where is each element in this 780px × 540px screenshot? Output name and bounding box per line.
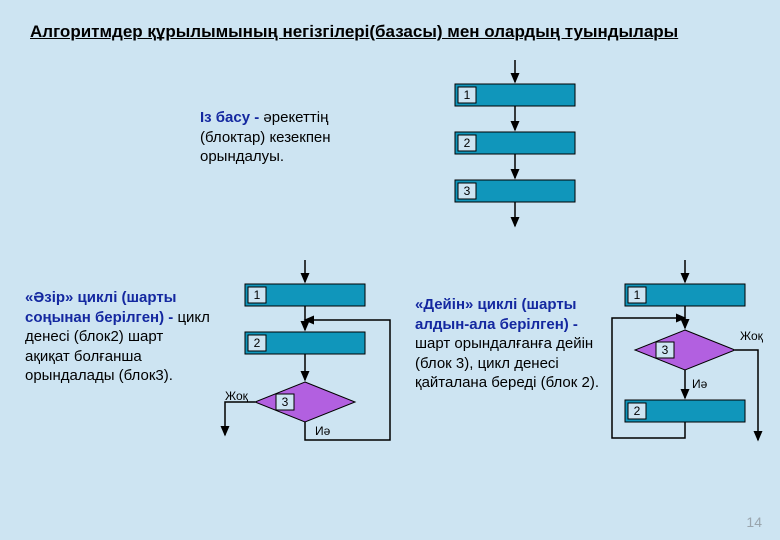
until-diamond: [635, 330, 735, 370]
seq-block-num: 1: [464, 88, 471, 102]
while-diamond-num: 3: [282, 395, 289, 409]
until-block-num: 1: [634, 288, 641, 302]
while-diagram: 1 2 3 Жоқ Иә: [225, 260, 390, 440]
while-block-num: 2: [254, 336, 261, 350]
flowchart-canvas: 1 2 3 1 2 3 Жоқ: [0, 0, 780, 540]
while-yes-label: Иә: [315, 424, 331, 438]
seq-block-num: 3: [464, 184, 471, 198]
until-yes-label: Иә: [692, 377, 708, 391]
sequence-diagram: 1 2 3: [455, 60, 575, 226]
while-block-num: 1: [254, 288, 261, 302]
seq-block-num: 2: [464, 136, 471, 150]
until-diamond-num: 3: [662, 343, 669, 357]
while-diamond: [255, 382, 355, 422]
until-no-label: Жоқ: [740, 329, 764, 343]
until-diagram: 1 3 Жоқ Иә 2: [612, 260, 764, 440]
while-no-label: Жоқ: [225, 389, 249, 403]
until-block-num: 2: [634, 404, 641, 418]
